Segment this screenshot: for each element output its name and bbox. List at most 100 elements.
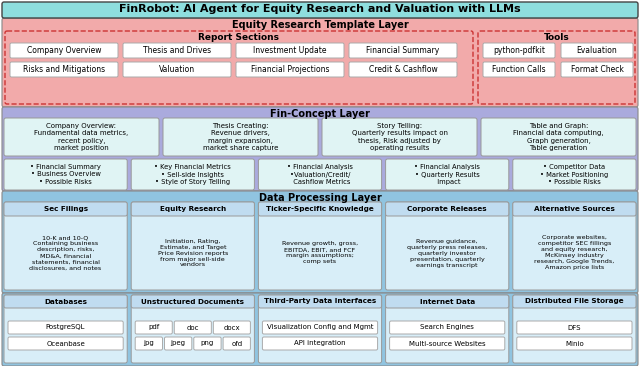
FancyBboxPatch shape bbox=[517, 321, 632, 334]
Text: Fin-Concept Layer: Fin-Concept Layer bbox=[270, 109, 370, 119]
FancyBboxPatch shape bbox=[478, 31, 635, 104]
Text: Format Check: Format Check bbox=[571, 65, 623, 74]
FancyBboxPatch shape bbox=[8, 337, 123, 350]
Text: Financial Summary: Financial Summary bbox=[366, 46, 440, 55]
Text: Multi-source Websites: Multi-source Websites bbox=[409, 340, 486, 347]
FancyBboxPatch shape bbox=[561, 62, 633, 77]
FancyBboxPatch shape bbox=[163, 118, 318, 156]
Text: Minio: Minio bbox=[565, 340, 584, 347]
FancyBboxPatch shape bbox=[262, 321, 378, 334]
FancyBboxPatch shape bbox=[513, 295, 636, 308]
FancyBboxPatch shape bbox=[561, 43, 633, 58]
FancyBboxPatch shape bbox=[131, 202, 254, 216]
Text: Visualization Config and Mgmt: Visualization Config and Mgmt bbox=[267, 325, 373, 330]
FancyBboxPatch shape bbox=[322, 118, 477, 156]
Text: png: png bbox=[201, 340, 214, 347]
FancyBboxPatch shape bbox=[164, 337, 192, 350]
FancyBboxPatch shape bbox=[385, 295, 509, 308]
FancyBboxPatch shape bbox=[131, 159, 254, 190]
Text: Function Calls: Function Calls bbox=[492, 65, 546, 74]
Text: Company Overview:
Fundamental data metrics,
recent policy,
market position: Company Overview: Fundamental data metri… bbox=[35, 123, 129, 151]
Text: Valuation: Valuation bbox=[159, 65, 195, 74]
Text: Data Processing Layer: Data Processing Layer bbox=[259, 193, 381, 203]
FancyBboxPatch shape bbox=[194, 337, 221, 350]
Text: DFS: DFS bbox=[568, 325, 581, 330]
FancyBboxPatch shape bbox=[513, 295, 636, 363]
Text: Alternative Sources: Alternative Sources bbox=[534, 206, 615, 212]
FancyBboxPatch shape bbox=[513, 202, 636, 290]
Text: Distributed File Storage: Distributed File Storage bbox=[525, 299, 624, 305]
FancyBboxPatch shape bbox=[10, 62, 118, 77]
Text: Evaluation: Evaluation bbox=[577, 46, 618, 55]
Text: Sec Filings: Sec Filings bbox=[44, 206, 88, 212]
FancyBboxPatch shape bbox=[2, 293, 638, 366]
Text: Company Overview: Company Overview bbox=[27, 46, 101, 55]
Text: PostgreSQL: PostgreSQL bbox=[46, 325, 85, 330]
FancyBboxPatch shape bbox=[236, 43, 344, 58]
FancyBboxPatch shape bbox=[135, 321, 172, 334]
Text: API integration: API integration bbox=[294, 340, 346, 347]
Text: jpg: jpg bbox=[143, 340, 154, 347]
FancyBboxPatch shape bbox=[131, 202, 254, 290]
FancyBboxPatch shape bbox=[513, 159, 636, 190]
FancyBboxPatch shape bbox=[123, 62, 231, 77]
Text: Thesis and Drives: Thesis and Drives bbox=[143, 46, 211, 55]
FancyBboxPatch shape bbox=[349, 43, 457, 58]
Text: Initiation, Rating,
Estimate, and Target
Price Revision reports
from major sell-: Initiation, Rating, Estimate, and Target… bbox=[157, 239, 228, 268]
Text: • Financial Analysis
•Valuation/Credit/
  Cashflow Metrics: • Financial Analysis •Valuation/Credit/ … bbox=[287, 164, 353, 185]
FancyBboxPatch shape bbox=[385, 202, 509, 216]
Text: doc: doc bbox=[186, 325, 199, 330]
FancyBboxPatch shape bbox=[4, 295, 127, 363]
Text: FinRobot: AI Agent for Equity Research and Valuation with LLMs: FinRobot: AI Agent for Equity Research a… bbox=[119, 4, 521, 15]
FancyBboxPatch shape bbox=[4, 118, 159, 156]
FancyBboxPatch shape bbox=[385, 159, 509, 190]
Text: Revenue guidance,
quarterly press releases,
quarterly investor
presentation, qua: Revenue guidance, quarterly press releas… bbox=[407, 239, 487, 268]
Text: Revenue growth, gross,
EBITDA, EBIT, and FCF
margin assumptions;
comp sets: Revenue growth, gross, EBITDA, EBIT, and… bbox=[282, 242, 358, 265]
Text: Equity Research: Equity Research bbox=[159, 206, 226, 212]
FancyBboxPatch shape bbox=[4, 295, 127, 308]
FancyBboxPatch shape bbox=[8, 321, 123, 334]
Text: Databases: Databases bbox=[44, 299, 87, 305]
FancyBboxPatch shape bbox=[2, 107, 638, 191]
FancyBboxPatch shape bbox=[2, 18, 638, 107]
Text: Oceanbase: Oceanbase bbox=[46, 340, 85, 347]
FancyBboxPatch shape bbox=[123, 43, 231, 58]
FancyBboxPatch shape bbox=[481, 118, 636, 156]
FancyBboxPatch shape bbox=[385, 295, 509, 363]
FancyBboxPatch shape bbox=[517, 337, 632, 350]
Text: Investment Update: Investment Update bbox=[253, 46, 327, 55]
FancyBboxPatch shape bbox=[4, 159, 127, 190]
Text: • Financial Summary
• Business Overview
• Possible Risks: • Financial Summary • Business Overview … bbox=[30, 164, 101, 185]
Text: Report Sections: Report Sections bbox=[198, 34, 280, 42]
Text: Table and Graph:
Financial data computing,
Graph generation,
Table generation: Table and Graph: Financial data computin… bbox=[513, 123, 604, 151]
FancyBboxPatch shape bbox=[223, 337, 250, 350]
FancyBboxPatch shape bbox=[259, 295, 381, 308]
FancyBboxPatch shape bbox=[349, 62, 457, 77]
FancyBboxPatch shape bbox=[385, 202, 509, 290]
Text: docx: docx bbox=[223, 325, 240, 330]
FancyBboxPatch shape bbox=[236, 62, 344, 77]
Text: Internet Data: Internet Data bbox=[420, 299, 475, 305]
Text: • Competitor Data
• Market Positioning
• Possible Risks: • Competitor Data • Market Positioning •… bbox=[540, 164, 609, 185]
Text: • Key Financial Metrics
• Sell-side Insights
• Style of Story Telling: • Key Financial Metrics • Sell-side Insi… bbox=[154, 164, 231, 185]
FancyBboxPatch shape bbox=[4, 202, 127, 290]
Text: Corporate websites,
competitor SEC fillings
and equity research,
McKinsey indust: Corporate websites, competitor SEC filli… bbox=[534, 235, 614, 270]
FancyBboxPatch shape bbox=[135, 337, 163, 350]
FancyBboxPatch shape bbox=[259, 295, 381, 363]
Text: Story Telling:
Quarterly results impact on
thesis, Risk adjusted by
operating re: Story Telling: Quarterly results impact … bbox=[351, 123, 447, 151]
FancyBboxPatch shape bbox=[2, 2, 638, 18]
FancyBboxPatch shape bbox=[390, 321, 505, 334]
Text: Equity Research Template Layer: Equity Research Template Layer bbox=[232, 20, 408, 30]
Text: pdf: pdf bbox=[148, 325, 159, 330]
Text: jpeg: jpeg bbox=[171, 340, 186, 347]
Text: 10-K and 10-Q
Containing business
description, risks,
MD&A, financial
statements: 10-K and 10-Q Containing business descri… bbox=[29, 235, 102, 270]
Text: python-pdfkit: python-pdfkit bbox=[493, 46, 545, 55]
Text: Unstructured Documents: Unstructured Documents bbox=[141, 299, 244, 305]
Text: Ticker-Specific Knowledge: Ticker-Specific Knowledge bbox=[266, 206, 374, 212]
Text: Corporate Releases: Corporate Releases bbox=[408, 206, 487, 212]
Text: Search Engines: Search Engines bbox=[420, 325, 474, 330]
Text: Thesis Creating:
Revenue drivers,
margin expansion,
market share capture: Thesis Creating: Revenue drivers, margin… bbox=[203, 123, 278, 151]
FancyBboxPatch shape bbox=[259, 159, 381, 190]
Text: • Financial Analysis
• Quarterly Results
  Impact: • Financial Analysis • Quarterly Results… bbox=[414, 164, 480, 185]
FancyBboxPatch shape bbox=[513, 202, 636, 216]
